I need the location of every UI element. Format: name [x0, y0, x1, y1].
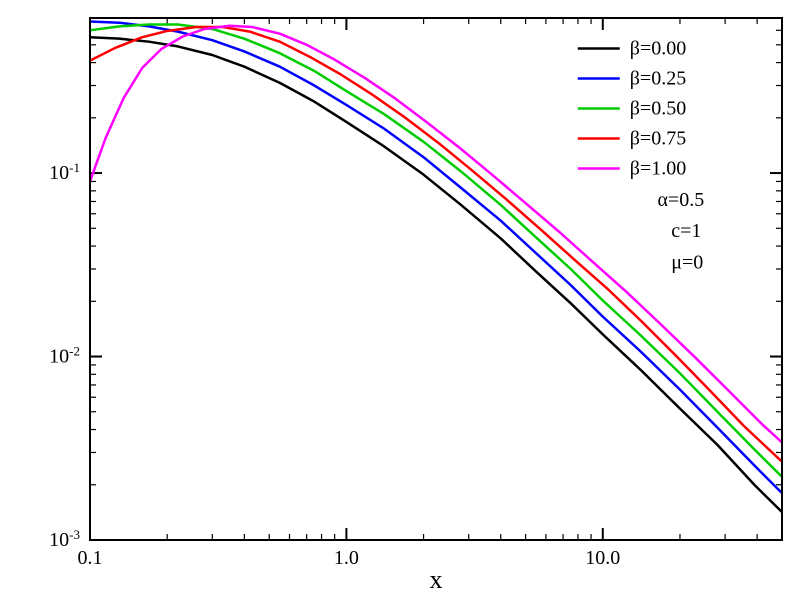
- chart-container: 0.1 1.0 10.0 10-3 10-2 10-1 x β=0.00 β=0.25 β=0.5…: [0, 0, 800, 600]
- y-tick-label: 10-2: [49, 343, 80, 368]
- log-log-line-chart: 0.1 1.0 10.0 10-3 10-2 10-1 x β=0.00 β=0.25 β=0.5…: [0, 0, 800, 600]
- legend-label: β=1.00: [630, 158, 686, 180]
- legend-label: β=0.25: [630, 68, 686, 90]
- legend-label: β=0.00: [630, 38, 686, 60]
- y-tick-label: 10-1: [49, 160, 80, 185]
- legend-label: β=0.50: [630, 98, 686, 120]
- y-tick-label: 10-3: [49, 527, 80, 552]
- x-axis-label: x: [430, 565, 443, 594]
- plot-area: [90, 18, 782, 540]
- x-tick-label: 0.1: [78, 547, 103, 569]
- annotation-text: μ=0: [671, 252, 703, 274]
- annotation-text: c=1: [671, 220, 701, 242]
- x-tick-label: 1.0: [334, 547, 359, 569]
- x-tick-label: 10.0: [585, 547, 620, 569]
- annotation-text: α=0.5: [657, 189, 704, 211]
- legend-label: β=0.75: [630, 128, 686, 150]
